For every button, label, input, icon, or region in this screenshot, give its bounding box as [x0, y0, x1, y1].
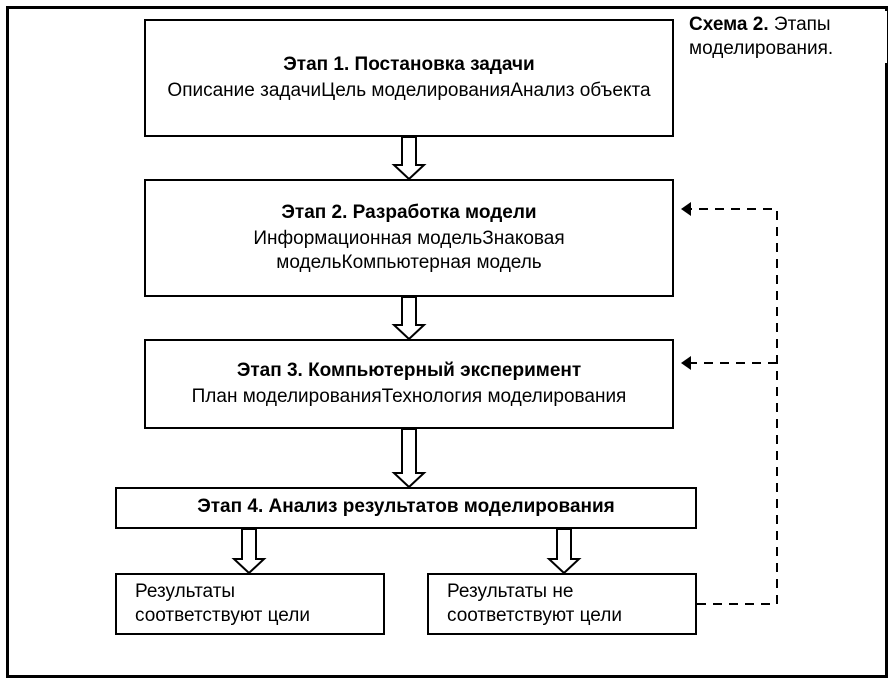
- node-result-bad: Результаты не соответствуют цели: [427, 573, 697, 635]
- node-result-bad-text: Результаты не соответствуют цели: [447, 580, 677, 628]
- node-stage2-title: Этап 2. Разработка модели: [281, 201, 536, 225]
- node-stage3-title: Этап 3. Компьютерный эксперимент: [237, 359, 581, 383]
- node-result-ok: Результаты соответствуют цели: [115, 573, 385, 635]
- node-stage2: Этап 2. Разработка модели Информационная…: [144, 179, 674, 297]
- node-result-ok-text: Результаты соответствуют цели: [135, 580, 365, 628]
- diagram-caption: Схема 2. Этапы моделирования.: [685, 11, 887, 63]
- node-stage1-subtitle: Описание задачиЦель моделированияАнализ …: [167, 79, 650, 103]
- node-stage2-subtitle: Информационная модельЗнаковая модельКомп…: [164, 227, 654, 275]
- caption-rest-2: моделирования.: [689, 38, 833, 59]
- caption-bold: Схема 2.: [689, 14, 769, 35]
- node-stage4-title: Этап 4. Анализ результатов моделирования: [197, 495, 615, 519]
- node-stage3: Этап 3. Компьютерный эксперимент План мо…: [144, 339, 674, 429]
- node-stage1-title: Этап 1. Постановка задачи: [283, 53, 534, 77]
- node-stage1: Этап 1. Постановка задачи Описание задач…: [144, 19, 674, 137]
- node-stage3-subtitle: План моделированияТехнология моделирован…: [192, 385, 627, 409]
- caption-rest-1: Этапы: [769, 14, 831, 35]
- diagram-frame: Схема 2. Этапы моделирования. Этап 1. По…: [6, 6, 888, 678]
- node-stage4: Этап 4. Анализ результатов моделирования: [115, 487, 697, 529]
